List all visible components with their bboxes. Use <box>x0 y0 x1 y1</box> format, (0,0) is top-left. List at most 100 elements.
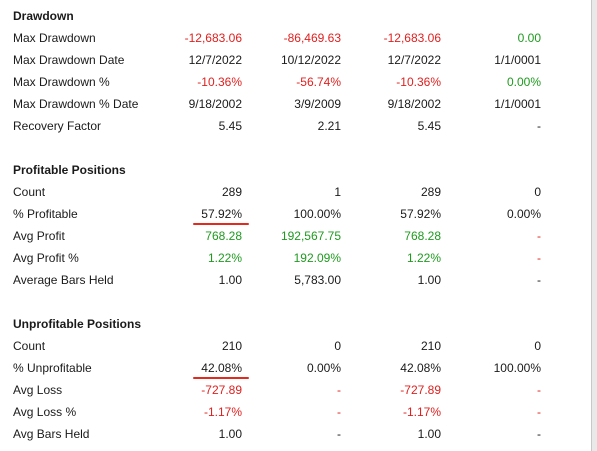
metric-label: Max Drawdown Date <box>13 53 125 67</box>
metric-value-col2: -86,469.63 <box>283 31 341 45</box>
metric-value-col2: 1 <box>334 185 341 199</box>
section-title: Profitable Positions <box>13 163 126 177</box>
metric-value-col1: 57.92% <box>201 207 242 221</box>
metric-value-col1: 210 <box>221 339 242 353</box>
metric-value-col1: 12/7/2022 <box>188 53 242 67</box>
metric-value-col2: 10/12/2022 <box>280 53 341 67</box>
metric-value-col2: - <box>337 383 341 397</box>
metric-value-col1: -10.36% <box>197 75 242 89</box>
metric-value-col2: 192,567.75 <box>280 229 341 243</box>
metric-value-col2: 5,783.00 <box>294 273 341 287</box>
metric-value-col1: 289 <box>221 185 242 199</box>
metric-row: Max Drawdown % Date 9/18/2002 3/9/2009 9/18… <box>0 93 591 115</box>
metric-label: Avg Loss <box>13 383 63 397</box>
drawdown-section: Drawdown Max Drawdown -12,683.06 -86,469.63… <box>0 5 591 137</box>
vertical-scrollbar[interactable] <box>592 0 597 451</box>
metric-value-col4: 0 <box>534 185 541 199</box>
metric-value-col3: 289 <box>420 185 441 199</box>
metric-value-col3: 42.08% <box>400 361 441 375</box>
metric-value-col1: -727.89 <box>201 383 242 397</box>
metric-label: Avg Bars Held <box>13 427 90 441</box>
metric-value-col2: 100.00% <box>293 207 341 221</box>
metric-row: Average Bars Held 1.00 5,783.00 1.00 - <box>0 269 591 291</box>
metric-value-col1: -12,683.06 <box>184 31 242 45</box>
metric-value-col3: -12,683.06 <box>383 31 441 45</box>
metric-label: Recovery Factor <box>13 119 102 133</box>
metric-label: Max Drawdown % <box>13 75 110 89</box>
metric-value-col2: 2.21 <box>317 119 341 133</box>
metric-label: Avg Loss % <box>13 405 77 419</box>
metric-value-col1: 1.22% <box>207 251 242 265</box>
metric-value-col1: 1.00 <box>218 273 242 287</box>
metric-label: % Unprofitable <box>13 361 92 375</box>
section-title: Drawdown <box>13 9 74 23</box>
metric-row: Avg Profit 768.28 192,567.75 768.28 - <box>0 225 591 247</box>
metric-value-col2: - <box>337 405 341 419</box>
metric-row: Avg Bars Held 1.00 - 1.00 - <box>0 423 591 445</box>
metric-value-col1: 9/18/2002 <box>188 97 242 111</box>
metric-value-col3: 1.00 <box>417 273 441 287</box>
profitable-positions-section: Profitable Positions Count 289 1 289 0 % Profi… <box>0 159 591 291</box>
metric-value-col1: 42.08% <box>201 361 242 375</box>
metric-label: % Profitable <box>13 207 78 221</box>
metric-value-col3: -10.36% <box>396 75 441 89</box>
metric-value-col4: 0 <box>534 339 541 353</box>
metric-value-col4: - <box>537 427 541 441</box>
metric-label: Max Drawdown % Date <box>13 97 139 111</box>
metric-row: Count 289 1 289 0 <box>0 181 591 203</box>
metric-label: Count <box>13 185 46 199</box>
metric-label: Avg Profit <box>13 229 65 243</box>
metric-value-col4: - <box>537 273 541 287</box>
metric-value-col2: 3/9/2009 <box>294 97 341 111</box>
metric-value-col1: -1.17% <box>203 405 242 419</box>
metric-value-col4: 100.00% <box>493 361 541 375</box>
metric-value-col3: 9/18/2002 <box>387 97 441 111</box>
metric-value-col4: 1/1/0001 <box>494 97 541 111</box>
metric-value-col3: 5.45 <box>417 119 441 133</box>
metric-value-col3: 57.92% <box>400 207 441 221</box>
metric-row: Max Drawdown % -10.36% -56.74% -10.36% 0.00% <box>0 71 591 93</box>
metric-value-col1: 768.28 <box>205 229 242 243</box>
metric-value-col2: - <box>337 427 341 441</box>
metric-label: Count <box>13 339 46 353</box>
metric-row: Avg Loss % -1.17% - -1.17% - <box>0 401 591 423</box>
metric-row: % Profitable 57.92% 100.00% 57.92% 0.00% <box>0 203 591 225</box>
metric-value-col3: 210 <box>420 339 441 353</box>
metric-value-col4: 1/1/0001 <box>494 53 541 67</box>
metric-value-col4: - <box>537 119 541 133</box>
metric-value-col2: 0 <box>334 339 341 353</box>
metric-value-col4: 0.00% <box>506 207 541 221</box>
metric-row: Max Drawdown Date 12/7/2022 10/12/2022 12/7… <box>0 49 591 71</box>
metric-value-col4: 0.00 <box>517 31 541 45</box>
metric-value-col4: - <box>537 383 541 397</box>
metric-row: Count 210 0 210 0 <box>0 335 591 357</box>
metric-value-col3: -727.89 <box>400 383 441 397</box>
metric-row: Recovery Factor 5.45 2.21 5.45 - <box>0 115 591 137</box>
metric-row: Avg Loss -727.89 - -727.89 - <box>0 379 591 401</box>
metric-value-col3: 1.00 <box>417 427 441 441</box>
section-title: Unprofitable Positions <box>13 317 142 331</box>
metric-value-col2: -56.74% <box>296 75 341 89</box>
metric-row: Max Drawdown -12,683.06 -86,469.63 -12,683.… <box>0 27 591 49</box>
metric-value-col4: - <box>537 251 541 265</box>
red-underline-annotation <box>193 223 249 225</box>
unprofitable-positions-section: Unprofitable Positions Count 210 0 210 0 % Unp… <box>0 313 591 445</box>
metric-value-col2: 0.00% <box>306 361 341 375</box>
metric-value-col4: - <box>537 405 541 419</box>
metric-row: % Unprofitable 42.08% 0.00% 42.08% 100.00% <box>0 357 591 379</box>
metric-value-col4: 0.00% <box>506 75 541 89</box>
metric-label: Max Drawdown <box>13 31 96 45</box>
metric-label: Average Bars Held <box>13 273 114 287</box>
metric-label: Avg Profit % <box>13 251 79 265</box>
metric-value-col2: 192.09% <box>293 251 341 265</box>
metric-value-col1: 1.00 <box>218 427 242 441</box>
metric-value-col3: 1.22% <box>406 251 441 265</box>
red-underline-annotation <box>193 377 249 379</box>
metric-value-col3: 768.28 <box>404 229 441 243</box>
metric-value-col3: -1.17% <box>402 405 441 419</box>
metric-value-col4: - <box>537 229 541 243</box>
metric-value-col3: 12/7/2022 <box>387 53 441 67</box>
metric-row: Avg Profit % 1.22% 192.09% 1.22% - <box>0 247 591 269</box>
metric-value-col1: 5.45 <box>218 119 242 133</box>
